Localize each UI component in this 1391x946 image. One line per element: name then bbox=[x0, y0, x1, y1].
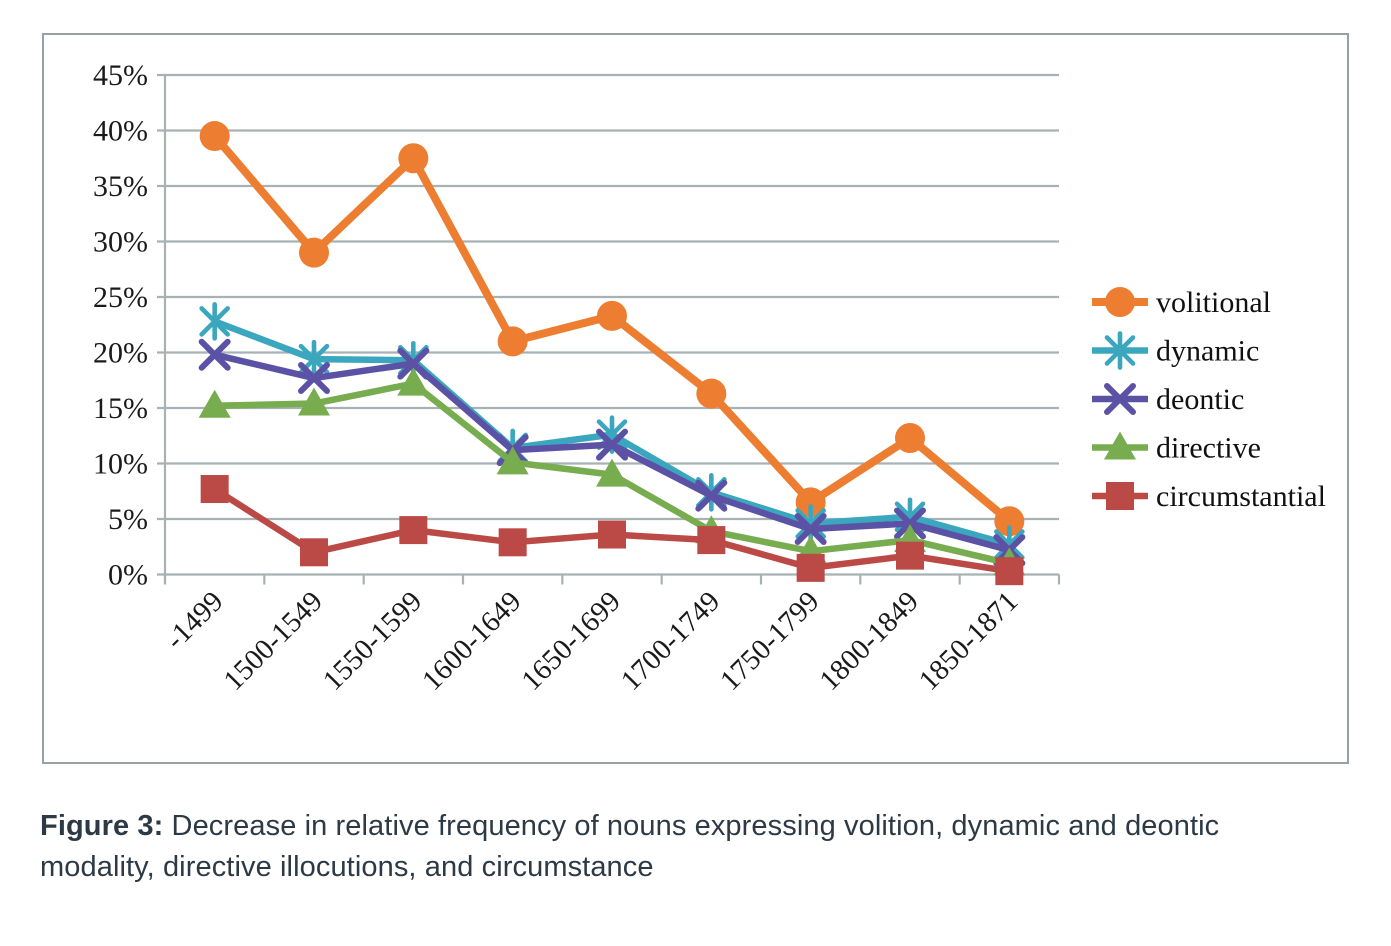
y-axis-tick-label: 5% bbox=[108, 503, 148, 536]
marker-triangle bbox=[198, 389, 231, 418]
x-axis-tick-label: 1550-1599 bbox=[317, 585, 428, 696]
marker-square bbox=[896, 541, 924, 570]
marker-triangle bbox=[298, 387, 330, 416]
marker-triangle bbox=[397, 367, 430, 396]
marker-x bbox=[596, 428, 628, 461]
legend-item-dynamic: dynamic bbox=[1092, 331, 1259, 370]
y-axis-tick-label: 10% bbox=[93, 448, 148, 481]
legend-item-directive: directive bbox=[1092, 431, 1261, 465]
x-axis-tick-label: 1700-1749 bbox=[615, 585, 726, 696]
marker-square bbox=[697, 526, 726, 555]
marker-circle bbox=[299, 237, 329, 268]
marker-circle bbox=[497, 326, 528, 357]
marker-square bbox=[1106, 482, 1134, 510]
legend-label: circumstantial bbox=[1156, 480, 1326, 513]
legend-item-deontic: deontic bbox=[1092, 383, 1244, 416]
marker-circle bbox=[398, 143, 429, 174]
marker-asterisk bbox=[994, 529, 1025, 560]
marker-asterisk bbox=[795, 508, 826, 539]
x-axis-tick-label: 1500-1549 bbox=[217, 585, 328, 696]
y-axis-tick-label: 20% bbox=[93, 337, 148, 370]
marker-asterisk bbox=[199, 306, 230, 337]
marker-square bbox=[995, 557, 1024, 586]
x-axis-tick-label: 1650-1699 bbox=[515, 585, 626, 696]
marker-circle bbox=[199, 121, 230, 152]
marker-triangle bbox=[496, 446, 529, 475]
caption-label: Figure 3: bbox=[40, 810, 164, 842]
y-axis-tick-label: 45% bbox=[93, 59, 148, 92]
marker-circle bbox=[895, 422, 925, 453]
marker-x bbox=[298, 362, 330, 395]
y-axis-tick-label: 35% bbox=[93, 170, 148, 203]
x-axis-tick-label: 1600-1649 bbox=[416, 585, 527, 696]
marker-circle bbox=[795, 487, 826, 518]
marker-square bbox=[399, 516, 428, 545]
series-volitional bbox=[199, 121, 1025, 537]
legend-label: deontic bbox=[1156, 383, 1244, 416]
caption-text-line1: Decrease in relative frequency of nouns … bbox=[171, 810, 1220, 842]
marker-square bbox=[796, 553, 825, 582]
marker-x bbox=[1104, 383, 1136, 415]
y-axis-tick-label: 15% bbox=[93, 392, 148, 425]
y-axis-tick-label: 25% bbox=[93, 281, 148, 314]
marker-square bbox=[200, 475, 229, 504]
legend-label: directive bbox=[1156, 432, 1261, 465]
y-axis-tick-label: 0% bbox=[108, 559, 148, 592]
marker-triangle bbox=[596, 458, 628, 487]
series-circumstantial bbox=[200, 475, 1024, 586]
y-axis-tick-label: 40% bbox=[93, 115, 148, 148]
legend-label: dynamic bbox=[1156, 335, 1259, 368]
marker-x bbox=[894, 507, 926, 540]
marker-square bbox=[498, 528, 527, 557]
legend-label: volitional bbox=[1156, 286, 1271, 319]
x-axis-tick-label: 1850-1871 bbox=[913, 585, 1024, 696]
x-axis-tick-label: 1750-1799 bbox=[714, 585, 825, 696]
y-axis-tick-label: 30% bbox=[93, 226, 148, 259]
x-axis-tick-label: 1800-1849 bbox=[813, 585, 924, 696]
caption-text-line2: modality, directive illocutions, and cir… bbox=[40, 851, 654, 884]
modality-trend-chart: 0% 5% 10% 15% 20% 25% 30% 35% 40% 45% -14991500-15… bbox=[93, 59, 1326, 697]
marker-triangle bbox=[1104, 431, 1136, 460]
chart-frame: 0% 5% 10% 15% 20% 25% 30% 35% 40% 45% -1499 1500-15… bbox=[42, 33, 1349, 764]
marker-circle bbox=[994, 506, 1025, 537]
marker-square bbox=[598, 520, 626, 549]
x-axis-tick-label: -1499 bbox=[159, 585, 229, 655]
legend-item-circumstantial: circumstantial bbox=[1092, 480, 1326, 513]
legend: volitional dynamic deontic directive circums… bbox=[1092, 286, 1326, 513]
figure-caption: Figure 3: Decrease in relative frequency… bbox=[40, 806, 1310, 888]
marker-circle bbox=[1105, 287, 1135, 317]
marker-x bbox=[794, 512, 827, 545]
legend-item-volitional: volitional bbox=[1092, 286, 1271, 319]
marker-circle bbox=[597, 300, 627, 331]
marker-x bbox=[397, 347, 430, 380]
marker-asterisk bbox=[1104, 335, 1136, 366]
marker-x bbox=[198, 338, 231, 371]
marker-circle bbox=[696, 378, 727, 409]
marker-x bbox=[695, 479, 728, 512]
marker-square bbox=[300, 538, 328, 567]
